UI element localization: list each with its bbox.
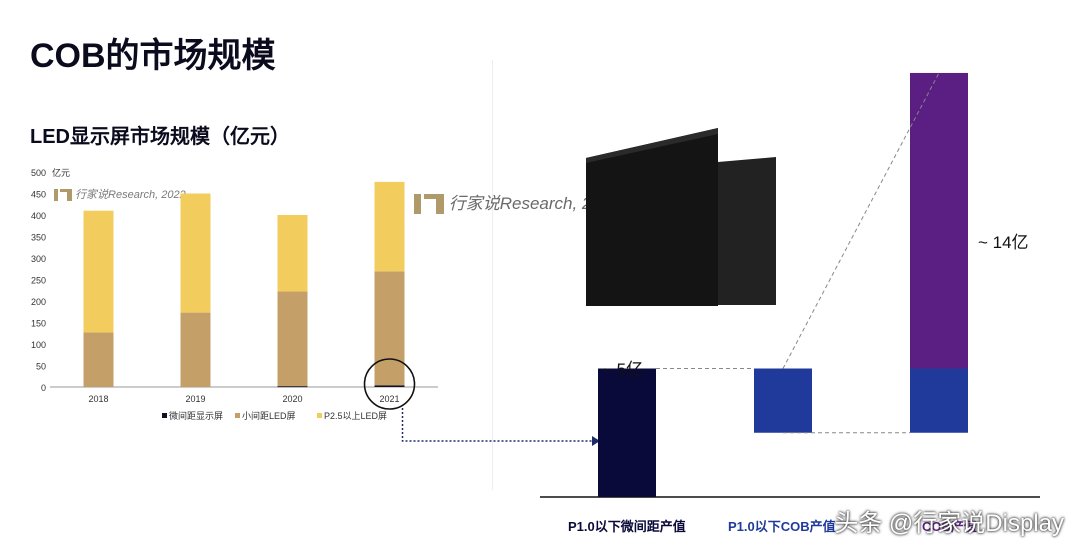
x-tick-label: 2019 [185,394,205,404]
waterfall-bar [598,368,656,497]
bar-2020-1 [277,291,308,387]
waterfall-category-label: COB产值 [922,519,977,534]
legend-swatch [162,413,167,418]
led-panel-front [586,128,718,306]
watermark-small: 行家说Research, 2022 [54,186,186,204]
value-annotation: ~ 14亿 [978,233,1029,252]
y-tick-label: 150 [31,319,46,329]
y-axis-label: 亿元 [52,167,70,178]
y-tick-label: 250 [31,276,46,286]
led-panel-back [718,157,776,305]
brand-logo-icon [54,187,72,204]
waterfall-bar [754,368,812,433]
credit-text: 头条 @行家说Display [834,510,1064,537]
decor-line-a [492,60,493,490]
y-tick-label: 100 [31,340,46,350]
bar-2019-2 [180,193,211,313]
legend-label: P2.5以上LED屏 [324,411,387,421]
y-tick-label: 500 [31,168,46,178]
highlight-circle [363,358,416,410]
waterfall-category-label: P1.0以下COB产值 [728,519,836,534]
legend-label: 小间距LED屏 [242,410,296,421]
legend-swatch [317,413,322,418]
y-tick-label: 200 [31,297,46,307]
y-tick-label: 0 [41,383,46,393]
watermark-large: 行家说Research, 2022 [414,189,620,219]
x-tick-label: 2021 [379,394,399,404]
brand-logo-icon [414,190,444,219]
bar-2020-0 [277,386,308,388]
connector-arrow-icon [592,436,600,446]
value-annotation: ~ 5亿 [602,360,643,379]
slide-title: COB的市场规模 [30,37,276,75]
chart-title: LED显示屏市场规模（亿元） [30,126,290,148]
bar-2021-0 [374,385,405,387]
y-tick-label: 50 [36,362,46,372]
bar-2020-2 [277,215,308,292]
connector-dotted [401,408,592,442]
y-tick-label: 350 [31,233,46,243]
bar-2021-1 [374,271,405,386]
led-panel-edge [586,128,718,163]
waterfall-bar [910,72,968,369]
x-tick-label: 2018 [88,394,108,404]
y-tick-label: 300 [31,254,46,264]
legend-swatch [235,413,240,418]
watermark-text: 行家说Research, 2022 [75,189,186,201]
y-tick-label: 450 [31,190,46,200]
legend-label: 微间距显示屏 [169,410,223,421]
y-tick-label: 400 [31,211,46,221]
bar-2019-1 [180,312,211,387]
bar-2018-2 [83,210,114,333]
x-tick-label: 2020 [282,394,302,404]
bar-2018-1 [83,332,114,387]
bar-2021-2 [374,181,405,272]
watermark-text: 行家说Research, 2022 [448,194,620,213]
waterfall-category-label: P1.0以下微间距产值 [568,519,686,534]
waterfall-bar [910,368,968,433]
